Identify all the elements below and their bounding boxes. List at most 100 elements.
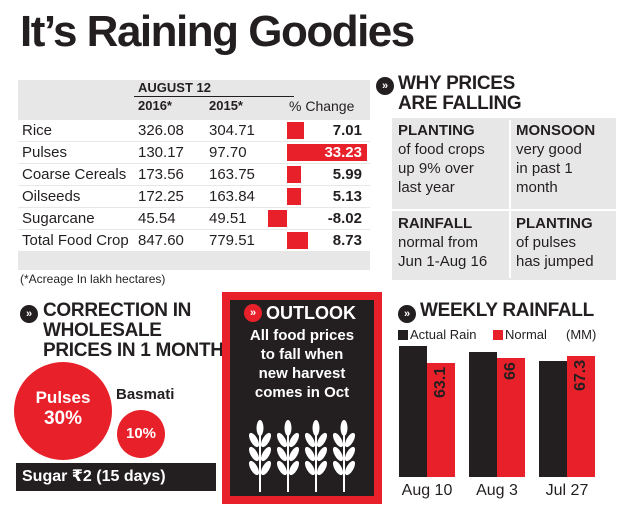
basmati-circle: 10% [117, 410, 165, 458]
value-2016: 326.08 [138, 122, 184, 139]
why-heading-1: WHY PRICES [398, 73, 516, 94]
outlook-line: All food prices [249, 327, 355, 344]
table-row [18, 230, 370, 251]
table-row [18, 186, 370, 207]
change-value: 8.73 [332, 232, 362, 249]
basmati-value: 10% [125, 425, 157, 442]
change-bar [287, 188, 301, 205]
why-cell-planting-crops: PLANTING of food crops up 9% over last y… [398, 122, 508, 197]
legend-swatch-normal [493, 330, 503, 340]
bar-value-label: 66 [502, 362, 519, 380]
change-bar [287, 166, 301, 183]
period-underline [134, 96, 294, 97]
table-row [18, 164, 370, 185]
x-tick-label: Aug 10 [401, 482, 453, 499]
wheat-icon [248, 419, 359, 493]
change-bar [287, 232, 308, 249]
col-2016: 2016* [138, 98, 172, 113]
chart-unit: (MM) [566, 327, 597, 342]
why-cell-planting-pulses: PLANTING of pulses has jumped [516, 215, 616, 271]
change-value: -8.02 [327, 210, 362, 227]
correction-heading-2: WHOLESALE [43, 320, 162, 341]
crop-name: Total Food Crop [22, 232, 129, 249]
why-cell-line: month [516, 179, 558, 196]
correction-heading-3: PRICES IN 1 MONTH [43, 340, 224, 361]
x-tick-label: Jul 27 [545, 482, 589, 499]
crop-name: Rice [22, 122, 53, 139]
table-note: (*Acreage In lakh hectares) [20, 272, 166, 286]
bar-value-label: 63.1 [432, 367, 449, 399]
change-bar [287, 122, 304, 139]
page-title: It’s Raining Goodies [20, 7, 415, 56]
change-value: 7.01 [332, 122, 362, 139]
double-chevron-icon: » [398, 305, 416, 323]
legend-actual: Actual Rain [410, 327, 477, 342]
sugar-banner: Sugar ₹2 (15 days) [16, 463, 216, 491]
change-value: 5.99 [332, 166, 362, 183]
value-2016: 45.54 [138, 210, 176, 227]
why-cell-head: MONSOON [516, 122, 596, 139]
rain-bar [469, 352, 497, 477]
crop-name: Oilseeds [22, 188, 81, 205]
value-2015: 49.51 [209, 210, 247, 227]
table-row [18, 120, 370, 141]
why-cell-head: PLANTING [398, 122, 475, 139]
value-2016: 130.17 [138, 144, 184, 161]
table-row [18, 142, 370, 163]
value-2015: 304.71 [209, 122, 255, 139]
legend-normal: Normal [505, 327, 547, 342]
outlook-heading: OUTLOOK [266, 303, 356, 323]
why-cell-line: has jumped [516, 253, 594, 270]
value-2016: 173.56 [138, 166, 184, 183]
chart-title: WEEKLY RAINFALL [420, 300, 594, 321]
why-cell-line: up 9% over [398, 160, 474, 177]
why-cell-line: of pulses [516, 234, 577, 251]
double-chevron-icon: » [376, 77, 394, 95]
change-value: 5.13 [332, 188, 362, 205]
change-bar [287, 144, 367, 161]
why-cell-line: very good [516, 141, 582, 158]
outlook-line: to fall when [260, 346, 344, 363]
why-cell-monsoon: MONSOON very good in past 1 month [516, 122, 616, 197]
col-change: % Change [289, 98, 355, 114]
outlook-text: All food prices to fall when new harvest… [230, 326, 374, 402]
col-2015: 2015* [209, 98, 243, 113]
change-value: 33.23 [324, 144, 362, 161]
rain-bar [427, 363, 455, 477]
legend-swatch-actual [398, 330, 408, 340]
value-2015: 163.84 [209, 188, 255, 205]
value-2016: 847.60 [138, 232, 184, 249]
outlook-line: comes in Oct [254, 384, 350, 401]
change-bar [268, 210, 287, 227]
outlook-line: new harvest [258, 365, 346, 382]
why-divider-v [509, 120, 511, 278]
pulses-circle: Pulses 30% [14, 362, 112, 460]
correction-heading-1: CORRECTION IN [43, 300, 192, 321]
why-heading-2: ARE FALLING [398, 93, 522, 114]
value-2015: 97.70 [209, 144, 247, 161]
rain-bar [539, 361, 567, 477]
bar-value-label: 64.7 [544, 365, 561, 397]
double-chevron-icon: » [20, 305, 38, 323]
bar-value-label: 67.3 [572, 360, 589, 392]
value-2015: 163.75 [209, 166, 255, 183]
why-cell-head: RAINFALL [398, 215, 473, 232]
why-cell-line: last year [398, 179, 455, 196]
value-2015: 779.51 [209, 232, 255, 249]
crop-name: Coarse Cereals [22, 166, 127, 183]
value-2016: 172.25 [138, 188, 184, 205]
why-cell-head: PLANTING [516, 215, 593, 232]
why-cell-line: in past 1 [516, 160, 573, 177]
crop-name: Sugarcane [22, 210, 95, 227]
why-divider-h [392, 209, 616, 211]
rain-bar [567, 356, 595, 477]
x-tick-label: Aug 3 [476, 482, 518, 499]
crop-name: Pulses [22, 144, 68, 161]
rain-bar [497, 358, 525, 477]
why-cell-line: Jun 1-Aug 16 [398, 253, 488, 270]
why-cell-rainfall: RAINFALL normal from Jun 1-Aug 16 [398, 215, 508, 271]
bar-value-label: 69.7 [474, 356, 491, 388]
bar-value-label: 72.9 [404, 350, 421, 382]
table-period: AUGUST 12 [138, 80, 211, 95]
pulses-value: 30% [43, 408, 83, 429]
